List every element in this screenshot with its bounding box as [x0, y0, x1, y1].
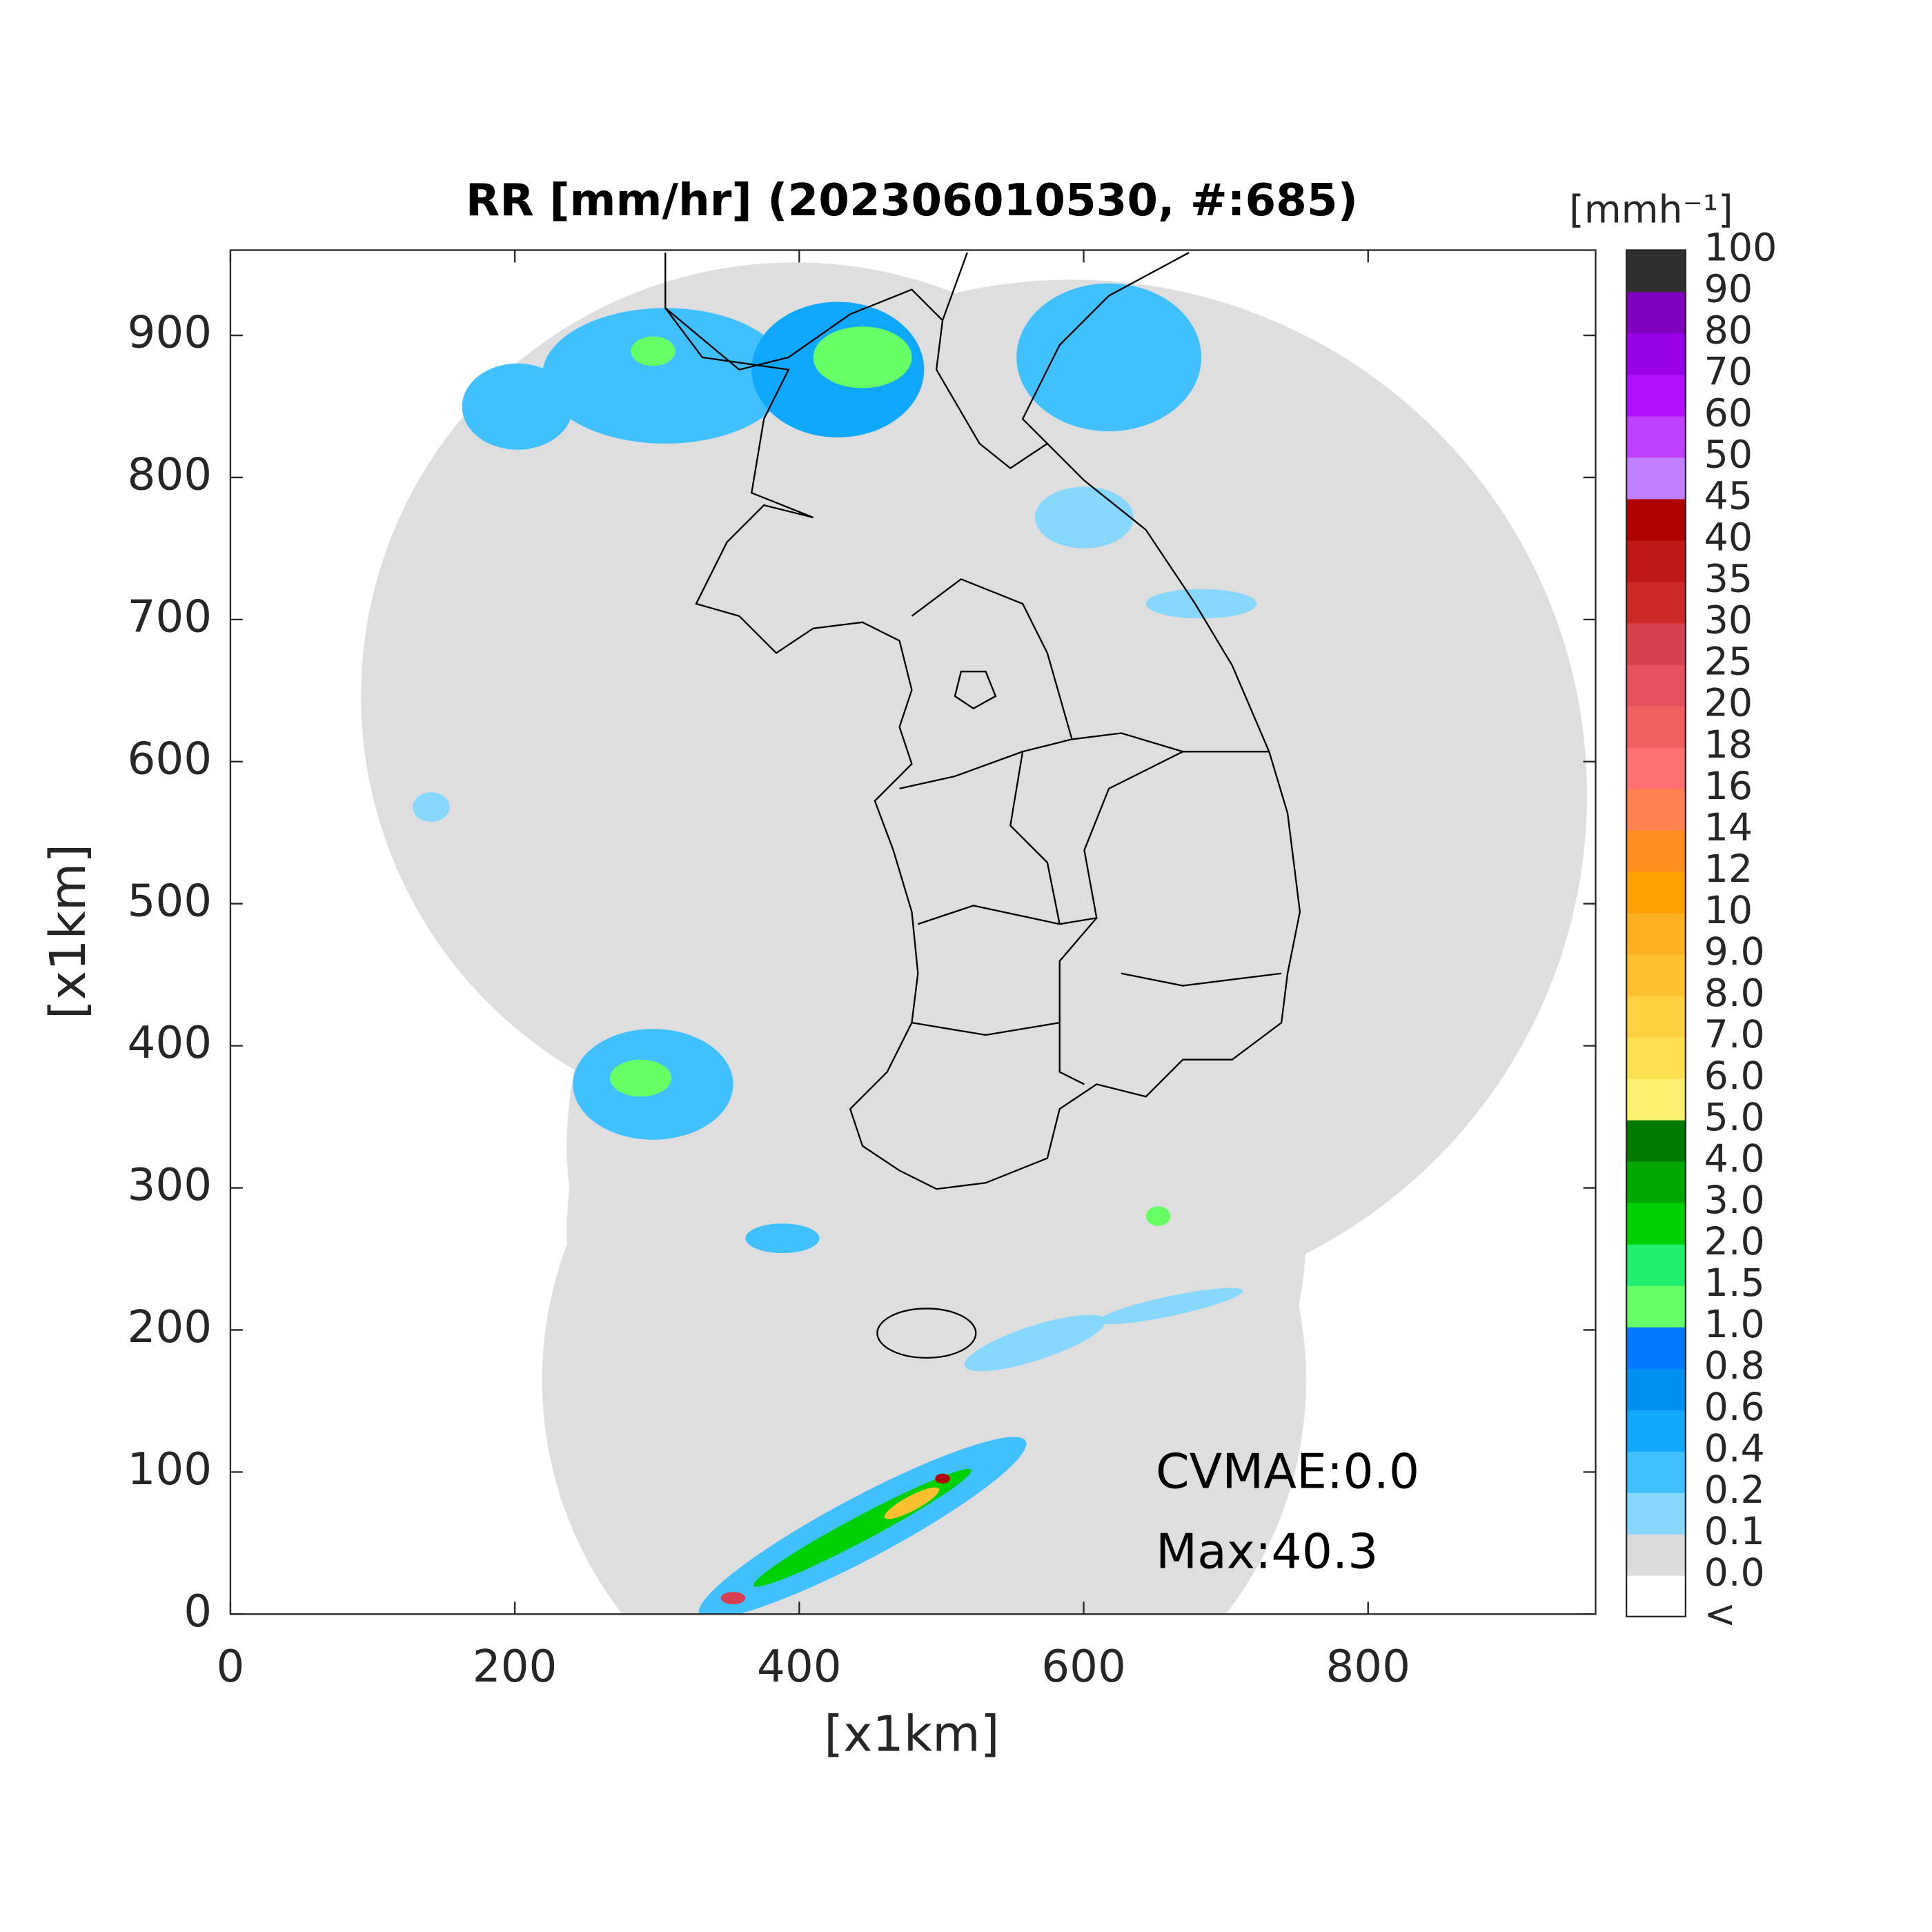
colorbar-segment	[1626, 622, 1686, 665]
colorbar-label: 80	[1704, 309, 1753, 353]
y-tick-label: 800	[127, 449, 212, 501]
colorbar-label: 40	[1704, 516, 1753, 560]
y-tick-label: 900	[127, 307, 212, 359]
colorbar-segment	[1626, 1368, 1686, 1410]
colorbar-label: 12	[1704, 847, 1753, 891]
colorbar-segment	[1626, 1285, 1686, 1328]
colorbar-segment	[1626, 1161, 1686, 1203]
colorbar-segment	[1626, 250, 1686, 293]
colorbar-segment	[1626, 747, 1686, 789]
colorbar-segment	[1626, 954, 1686, 996]
annotation: CVMAE:0.0	[1156, 1444, 1419, 1500]
colorbar-label: 18	[1704, 723, 1753, 767]
colorbar-segment	[1626, 1409, 1686, 1452]
colorbar-label: 4.0	[1704, 1137, 1765, 1181]
colorbar-segment	[1626, 581, 1686, 624]
colorbar-label: <	[1704, 1593, 1736, 1637]
colorbar-label: 16	[1704, 765, 1753, 809]
colorbar-segment	[1626, 540, 1686, 582]
colorbar-label: 0.2	[1704, 1468, 1765, 1512]
colorbar-segment	[1626, 1119, 1686, 1162]
x-tick-label: 200	[473, 1641, 558, 1693]
colorbar-segment	[1626, 1533, 1686, 1576]
x-tick-label: 600	[1041, 1641, 1126, 1693]
y-tick-label: 0	[184, 1586, 212, 1637]
y-axis-label: [x1km]	[39, 844, 97, 1019]
colorbar-label: 14	[1704, 806, 1753, 850]
y-tick-label: 700	[127, 591, 212, 642]
colorbar-label: 0.8	[1704, 1344, 1765, 1388]
y-tick-label: 200	[127, 1301, 212, 1353]
colorbar-label: 10	[1704, 889, 1753, 933]
annotation: Max:40.3	[1156, 1524, 1378, 1580]
colorbar-segment	[1626, 333, 1686, 375]
colorbar-label: 1.5	[1704, 1261, 1765, 1305]
colorbar-segment	[1626, 664, 1686, 707]
colorbar-segment	[1626, 1078, 1686, 1121]
colorbar-label: 3.0	[1704, 1179, 1765, 1223]
colorbar-segment	[1626, 1575, 1686, 1617]
colorbar-segment	[1626, 995, 1686, 1038]
x-tick-label: 800	[1325, 1641, 1410, 1693]
radar-coverage	[361, 262, 1588, 1615]
y-tick-label: 400	[127, 1017, 212, 1069]
y-tick-label: 500	[127, 875, 212, 927]
radar-map	[361, 252, 1588, 1615]
colorbar-unit: [mmh⁻¹]	[1569, 188, 1733, 232]
colorbar-segment	[1626, 871, 1686, 914]
colorbar-segment	[1626, 1326, 1686, 1369]
colorbar-label: 1.0	[1704, 1303, 1765, 1347]
colorbar-label: 100	[1704, 226, 1777, 270]
colorbar-segment	[1626, 415, 1686, 458]
plot-frame	[229, 249, 1597, 1615]
colorbar-frame	[1625, 249, 1687, 1618]
colorbar-segment	[1626, 374, 1686, 417]
colorbar-segment	[1626, 829, 1686, 872]
colorbar-label: 25	[1704, 640, 1753, 684]
colorbar-segment	[1626, 705, 1686, 748]
colorbar-segment	[1626, 457, 1686, 500]
colorbar-segment	[1626, 1202, 1686, 1245]
colorbar-label: 70	[1704, 351, 1753, 395]
colorbar-segment	[1626, 291, 1686, 334]
x-tick-label: 0	[216, 1641, 244, 1693]
colorbar-label: 0.4	[1704, 1427, 1765, 1471]
colorbar-segment	[1626, 1243, 1686, 1286]
colorbar-label: 9.0	[1704, 930, 1765, 974]
coastlines	[664, 252, 1301, 1359]
colorbar-label: 20	[1704, 682, 1753, 726]
colorbar-segment	[1626, 788, 1686, 831]
y-tick-label: 300	[127, 1159, 212, 1211]
colorbar-label: 8.0	[1704, 972, 1765, 1016]
y-tick-label: 100	[127, 1443, 212, 1495]
colorbar-segment	[1626, 498, 1686, 541]
colorbar-label: 50	[1704, 433, 1753, 477]
colorbar-segment	[1626, 1036, 1686, 1079]
colorbar-segment	[1626, 1450, 1686, 1493]
colorbar-segment	[1626, 912, 1686, 955]
chart-title: RR [mm/hr] (202306010530, #:685)	[466, 175, 1358, 226]
y-tick-label: 600	[127, 733, 212, 785]
colorbar-label: 6.0	[1704, 1054, 1765, 1098]
colorbar-label: 60	[1704, 392, 1753, 436]
colorbar-label: 0.1	[1704, 1510, 1765, 1554]
colorbar-label: 0.6	[1704, 1386, 1765, 1430]
colorbar-label: 90	[1704, 268, 1753, 312]
colorbar-segment	[1626, 1492, 1686, 1535]
x-axis-label: [x1km]	[824, 1705, 999, 1762]
rain-echoes	[413, 283, 1257, 1615]
colorbar-label: 7.0	[1704, 1013, 1765, 1057]
colorbar-label: 0.0	[1704, 1551, 1765, 1595]
colorbar-label: 35	[1704, 558, 1753, 602]
colorbar-label: 45	[1704, 475, 1753, 519]
colorbar-label: 5.0	[1704, 1096, 1765, 1140]
colorbar-label: 30	[1704, 599, 1753, 643]
colorbar-label: 2.0	[1704, 1220, 1765, 1264]
x-tick-label: 400	[757, 1641, 842, 1693]
